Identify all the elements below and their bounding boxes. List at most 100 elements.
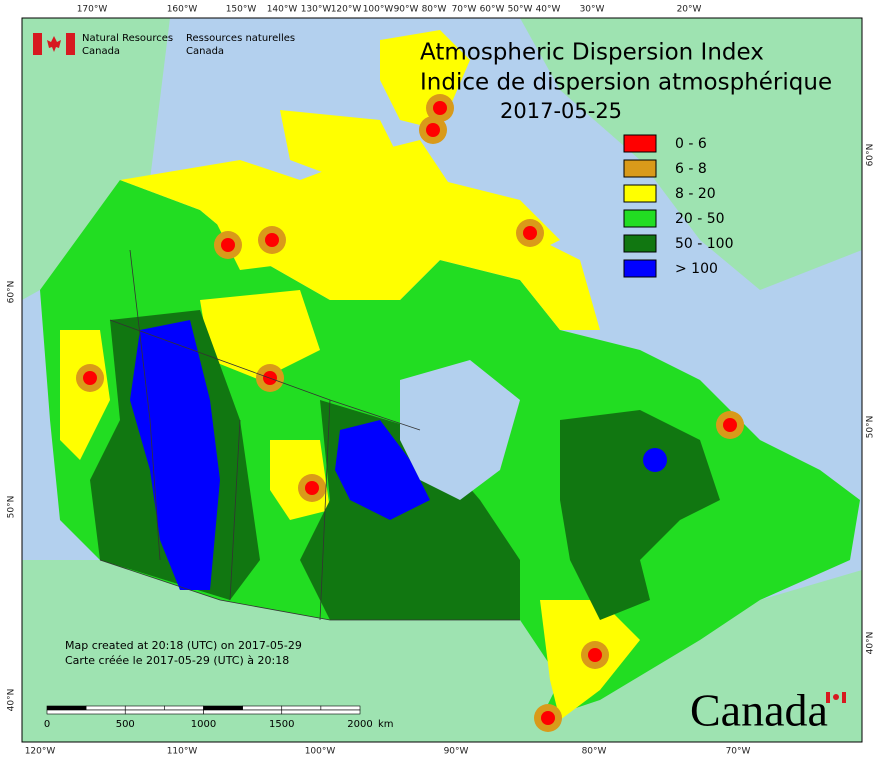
scale-segment: [46, 705, 87, 711]
boundaries: [99, 249, 520, 621]
longitude-label: 40°W: [536, 5, 561, 15]
boundary: [109, 319, 421, 431]
spot-core: [588, 648, 602, 662]
zone-fair: [200, 290, 320, 380]
footer-note: Map created at 20:18 (UTC) on 2017-05-29: [65, 639, 302, 652]
longitude-label: 100°W: [305, 747, 336, 757]
spot-core: [305, 481, 319, 495]
longitude-label: 170°W: [77, 5, 108, 15]
zone-fair: [280, 110, 400, 175]
longitude-label: 150°W: [226, 5, 257, 15]
scale-segment: [85, 705, 126, 711]
longitude-label: 80°W: [422, 5, 447, 15]
latitude-label: 50°N: [866, 416, 876, 439]
scale-segment: [124, 705, 165, 711]
flag-bar: [66, 33, 75, 55]
scale-label: 0: [44, 719, 50, 730]
flag-leaf: [47, 36, 61, 52]
legend-label: 0 - 6: [675, 136, 707, 152]
legend-swatch: [623, 234, 657, 253]
legend-swatch: [623, 159, 657, 178]
spot-core: [265, 233, 279, 247]
legend: 0 - 6 6 - 8 8 - 20 20 - 50 50 - 100 > 100: [623, 134, 734, 278]
legend-swatch: [623, 184, 657, 203]
scale-label: 2000: [347, 719, 372, 730]
latitude-label: 60°N: [866, 144, 876, 167]
scale-label: 500: [116, 719, 135, 730]
spot-core: [221, 238, 235, 252]
scale-segment: [281, 705, 322, 711]
boundary: [229, 419, 241, 601]
latitude-label: 40°N: [7, 689, 17, 712]
longitude-label: 60°W: [480, 5, 505, 15]
map-area: [21, 17, 863, 743]
poor-spots: [76, 94, 744, 732]
agency-fr: Ressources naturelles: [186, 33, 295, 44]
flag-bar: [826, 692, 830, 703]
flag-leaf: [833, 694, 839, 700]
legend-swatch: [623, 259, 657, 278]
zone-fair: [120, 140, 600, 330]
longitude-label: 30°W: [580, 5, 605, 15]
longitude-label: 20°W: [677, 5, 702, 15]
zone-fair: [60, 330, 110, 460]
title: Indice de dispersion atmosphérique: [420, 70, 832, 96]
longitude-label: 70°W: [726, 747, 751, 757]
longitude-label: 80°W: [582, 747, 607, 757]
scale-segment: [46, 709, 126, 715]
scale-segment: [203, 705, 243, 711]
scale-bar: 0 500 1000 1500 2000 km: [44, 705, 394, 730]
united-states: [22, 560, 862, 742]
wordmark: Canada: [690, 685, 828, 736]
scale-segment: [242, 705, 283, 711]
flag-bar: [842, 692, 846, 703]
legend-label: 50 - 100: [675, 236, 734, 252]
longitude-label: 100°W: [363, 5, 394, 15]
longitude-label: 70°W: [452, 5, 477, 15]
latitude-label: 50°N: [7, 496, 17, 519]
scale-label: 1000: [191, 719, 216, 730]
title: Atmospheric Dispersion Index: [420, 40, 764, 66]
zone-good: [560, 410, 720, 620]
graticule-labels: 170°W 160°W 150°W 140°W 130°W 120°W 100°W 90°W 8…: [7, 5, 876, 757]
latitude-label: 40°N: [866, 632, 876, 655]
agency-en: Natural Resources: [82, 33, 173, 44]
spot-core: [83, 371, 97, 385]
spot-core: [426, 123, 440, 137]
legend-label: > 100: [675, 261, 718, 277]
wordmark-flag: [826, 692, 846, 703]
spot-core: [723, 418, 737, 432]
longitude-label: 110°W: [167, 747, 198, 757]
longitude-label: 140°W: [267, 5, 298, 15]
scale-segment: [281, 709, 361, 715]
spot-core: [523, 226, 537, 240]
scale-segment: [320, 705, 361, 711]
legend-swatch: [623, 134, 657, 153]
boundary: [129, 249, 161, 561]
spot-core: [541, 711, 555, 725]
legend-swatch: [623, 209, 657, 228]
footer-note: Carte créée le 2017-05-29 (UTC) à 20:18: [65, 654, 289, 667]
alaska: [22, 18, 170, 300]
agency-logo: Natural Resources Canada Ressources natu…: [33, 33, 295, 57]
agency-en: Canada: [82, 46, 120, 57]
latitude-label: 60°N: [7, 281, 17, 304]
longitude-label: 90°W: [394, 5, 419, 15]
longitude-label: 50°W: [508, 5, 533, 15]
zone-excellent: [643, 448, 667, 472]
longitude-label: 120°W: [331, 5, 362, 15]
longitude-label: 160°W: [167, 5, 198, 15]
legend-label: 8 - 20: [675, 186, 716, 202]
boundary: [319, 399, 331, 621]
map-frame: [21, 17, 863, 743]
scale-segment: [124, 709, 204, 715]
zone-excellent: [130, 320, 220, 590]
scale-unit: km: [378, 719, 394, 730]
scale-segment: [203, 709, 283, 715]
legend-label: 20 - 50: [675, 211, 725, 227]
zone-excellent: [335, 420, 430, 520]
longitude-label: 120°W: [25, 747, 56, 757]
scale-label: 1500: [269, 719, 294, 730]
legend-label: 6 - 8: [675, 161, 707, 177]
longitude-label: 130°W: [301, 5, 332, 15]
